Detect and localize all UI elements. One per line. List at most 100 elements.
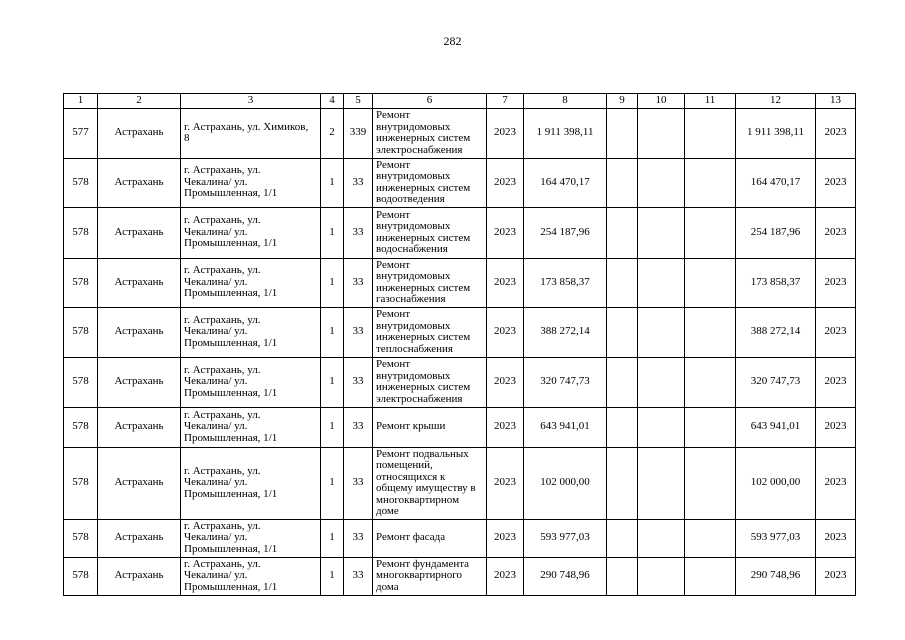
table-cell: г. Астрахань, ул. Чекалина/ ул. Промышле… <box>180 257 321 308</box>
table-row: 578 Астрахань г. Астрахань, ул. Чекалина/ … <box>63 356 856 408</box>
table-cell: 1 <box>320 406 344 448</box>
table-cell: 388 272,14 <box>523 306 607 358</box>
table-cell: 1 <box>320 257 344 308</box>
table-cell: Ремонт внутридомовых инженерных систем т… <box>372 306 487 358</box>
table-cell <box>684 306 736 358</box>
table-row: 578 Астрахань г. Астрахань, ул. Чекалина/ … <box>63 406 856 448</box>
table-cell: 2023 <box>486 157 524 208</box>
column-header: 3 <box>180 93 321 109</box>
table-row: 578 Астрахань г. Астрахань, ул. Чекалина/ … <box>63 556 856 596</box>
table-row: 578 Астрахань г. Астрахань, ул. Чекалина/ … <box>63 306 856 358</box>
table-cell: 578 <box>63 306 98 358</box>
table-cell <box>606 107 638 159</box>
table-cell: 1 <box>320 446 344 520</box>
table-cell: 578 <box>63 157 98 208</box>
table-cell: 2023 <box>486 107 524 159</box>
column-header: 10 <box>637 93 685 109</box>
table-cell: 2023 <box>815 356 856 408</box>
table-cell: 2023 <box>815 157 856 208</box>
table-row: 578 Астрахань г. Астрахань, ул. Чекалина/ … <box>63 446 856 520</box>
table-row: 578 Астрахань г. Астрахань, ул. Чекалина/ … <box>63 157 856 208</box>
table-cell: 2023 <box>815 257 856 308</box>
table-cell: 164 470,17 <box>735 157 816 208</box>
table-cell: 1 <box>320 306 344 358</box>
table-cell <box>606 356 638 408</box>
table-cell: 2023 <box>815 406 856 448</box>
table-row: 577 Астрахань г. Астрахань, ул. Химиков, 8… <box>63 107 856 159</box>
table-cell: 33 <box>343 306 373 358</box>
table-cell: 578 <box>63 556 98 596</box>
table-cell: 33 <box>343 446 373 520</box>
table-cell: Астрахань <box>97 257 181 308</box>
table-cell: 578 <box>63 257 98 308</box>
table-cell: г. Астрахань, ул. Чекалина/ ул. Промышле… <box>180 356 321 408</box>
table-cell: 1 <box>320 157 344 208</box>
table-cell: 2023 <box>815 306 856 358</box>
table-cell <box>606 157 638 208</box>
table-cell: г. Астрахань, ул. Чекалина/ ул. Промышле… <box>180 406 321 448</box>
table-cell <box>684 556 736 596</box>
table-cell: 2023 <box>486 446 524 520</box>
table-cell: 2023 <box>486 306 524 358</box>
table-cell: 33 <box>343 206 373 259</box>
table-body: 577 Астрахань г. Астрахань, ул. Химиков, 8… <box>63 107 856 596</box>
table-cell: Астрахань <box>97 356 181 408</box>
column-header: 7 <box>486 93 524 109</box>
table-cell <box>606 446 638 520</box>
table-cell: 33 <box>343 556 373 596</box>
table-cell: 33 <box>343 406 373 448</box>
table-cell: Ремонт внутридомовых инженерных систем э… <box>372 356 487 408</box>
table-cell: 1 <box>320 356 344 408</box>
table-cell: 2 <box>320 107 344 159</box>
table-cell: г. Астрахань, ул. Чекалина/ ул. Промышле… <box>180 206 321 259</box>
table-cell: 2023 <box>486 556 524 596</box>
data-table: 1 2 3 4 5 6 7 8 9 10 11 12 13 577 Астрахань г. Астраха… <box>63 93 856 596</box>
table-cell: Ремонт фундамента многоквартирного дома <box>372 556 487 596</box>
table-cell: Астрахань <box>97 406 181 448</box>
table-cell: 339 <box>343 107 373 159</box>
table-cell <box>684 446 736 520</box>
table-cell <box>637 446 685 520</box>
table-cell: 1 <box>320 518 344 558</box>
table-cell: 173 858,37 <box>735 257 816 308</box>
table-cell <box>637 518 685 558</box>
table-cell: Астрахань <box>97 518 181 558</box>
table-cell: Астрахань <box>97 206 181 259</box>
table-cell: 593 977,03 <box>735 518 816 558</box>
table-cell: Астрахань <box>97 306 181 358</box>
table-cell <box>606 306 638 358</box>
table-cell <box>637 157 685 208</box>
table-cell: 2023 <box>486 257 524 308</box>
table-cell: 254 187,96 <box>523 206 607 259</box>
column-header: 8 <box>523 93 607 109</box>
column-header: 5 <box>343 93 373 109</box>
table-cell <box>637 356 685 408</box>
table-cell <box>637 306 685 358</box>
table-cell: 102 000,00 <box>523 446 607 520</box>
table-cell <box>684 356 736 408</box>
table-cell: Ремонт фасада <box>372 518 487 558</box>
table-cell: 1 911 398,11 <box>523 107 607 159</box>
table-cell: 164 470,17 <box>523 157 607 208</box>
column-header: 4 <box>320 93 344 109</box>
table-cell: Астрахань <box>97 107 181 159</box>
table-cell: 2023 <box>486 406 524 448</box>
table-cell: 2023 <box>486 518 524 558</box>
table-cell <box>606 406 638 448</box>
table-cell <box>684 406 736 448</box>
column-header: 13 <box>815 93 856 109</box>
table-cell <box>606 257 638 308</box>
page-number: 282 <box>443 34 462 48</box>
table-cell: 1 911 398,11 <box>735 107 816 159</box>
table-cell: 1 <box>320 206 344 259</box>
table-cell <box>684 206 736 259</box>
column-header: 11 <box>684 93 736 109</box>
table-cell: 33 <box>343 257 373 308</box>
column-header: 2 <box>97 93 181 109</box>
column-header: 9 <box>606 93 638 109</box>
table-cell: Ремонт внутридомовых инженерных систем г… <box>372 257 487 308</box>
table-row: 578 Астрахань г. Астрахань, ул. Чекалина/ … <box>63 518 856 558</box>
table-cell: 578 <box>63 518 98 558</box>
header-row: 1 2 3 4 5 6 7 8 9 10 11 12 13 <box>63 93 856 109</box>
